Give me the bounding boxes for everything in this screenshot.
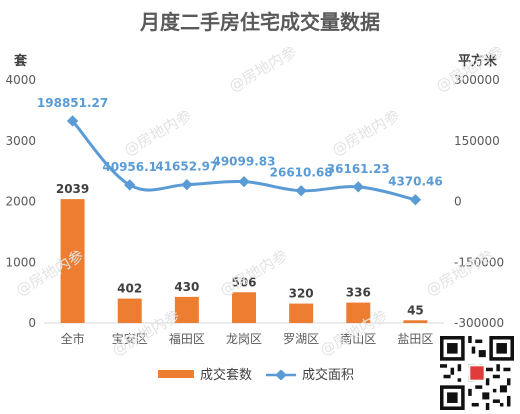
- right-axis-tick-label: 300000: [454, 73, 500, 87]
- category-tick-label: 罗湖区: [283, 331, 319, 346]
- category-tick-label: 南山区: [340, 331, 376, 346]
- legend: 成交套数 成交面积: [158, 364, 354, 383]
- line-point: [238, 175, 250, 188]
- category-tick-label: 盐田区: [397, 332, 433, 346]
- bar: [117, 298, 142, 323]
- legend-bar-swatch: [158, 369, 194, 378]
- bar: [232, 292, 256, 323]
- bar: [174, 296, 199, 323]
- left-axis-tick-label: 0: [28, 316, 36, 330]
- bar-data-label: 45: [407, 303, 424, 317]
- right-axis-tick-label: 0: [454, 195, 462, 209]
- bar-data-label: 336: [346, 286, 371, 300]
- left-axis-tick-label: 2000: [5, 195, 36, 209]
- bar-data-label: 2039: [56, 182, 89, 196]
- bar: [403, 320, 428, 323]
- left-axis-tick-label: 1000: [5, 255, 36, 269]
- line-data-label: 41652.97: [155, 160, 218, 174]
- line-point: [124, 179, 136, 191]
- line-data-label: 26610.68: [270, 166, 333, 180]
- legend-line-swatch: [266, 368, 297, 381]
- right-axis-tick-label: -300000: [454, 316, 504, 330]
- category-tick-label: 全市: [61, 331, 85, 346]
- chart-title: 月度二手房住宅成交量数据: [140, 10, 380, 34]
- qr-code-icon: [440, 336, 514, 410]
- left-axis-tick-label: 4000: [5, 73, 36, 87]
- bar: [289, 303, 314, 323]
- legend-line-label: 成交面积: [302, 368, 355, 383]
- category-tick-label: 宝安区: [112, 331, 148, 346]
- left-axis-unit: 套: [14, 54, 28, 69]
- right-axis-unit: 平方米: [458, 54, 498, 69]
- bar-data-label: 320: [289, 287, 314, 301]
- line-point: [295, 185, 307, 197]
- bar-data-label: 430: [174, 280, 199, 294]
- bar: [346, 302, 371, 323]
- line-point: [352, 181, 364, 193]
- line-data-label: 49099.83: [212, 155, 275, 169]
- category-tick-label: 龙岗区: [226, 332, 262, 346]
- line-data-label: 36161.23: [327, 162, 390, 176]
- line-point: [181, 178, 193, 191]
- line-data-label: 4370.46: [388, 175, 443, 189]
- category-tick-label: 福田区: [169, 331, 205, 346]
- bar-data-label: 402: [117, 282, 142, 296]
- legend-bar-label: 成交套数: [200, 368, 253, 383]
- line-data-label: 198851.27: [37, 96, 108, 110]
- left-axis-tick-label: 3000: [5, 134, 36, 148]
- right-axis-tick-label: -150000: [454, 255, 504, 269]
- right-axis-tick-label: 150000: [454, 134, 500, 148]
- line-point: [409, 194, 422, 206]
- line-data-label: 40956.1: [102, 160, 157, 174]
- bar-data-label: 506: [231, 275, 256, 289]
- bar: [60, 199, 85, 323]
